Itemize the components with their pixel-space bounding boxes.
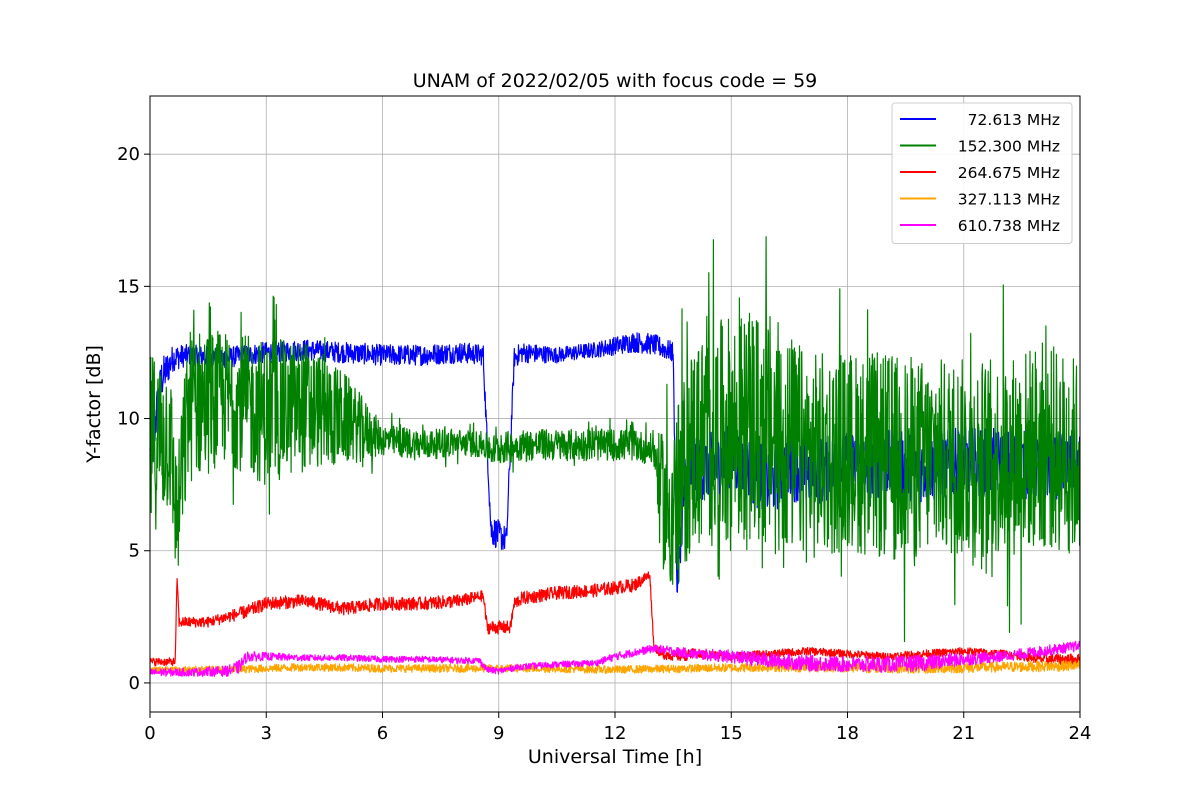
legend-label: 152.300 MHz (958, 138, 1060, 156)
series-line-5 (149, 640, 1081, 677)
x-tick-label: 21 (952, 723, 975, 744)
legend-label: 264.675 MHz (958, 164, 1060, 182)
legend: 72.613 MHz 152.300 MHz 264.675 MHz 327.113 … (891, 102, 1073, 244)
y-tick-label: 5 (129, 541, 140, 562)
x-tick-label: 24 (1069, 723, 1092, 744)
series-line-2 (149, 236, 1081, 643)
x-tick-label: 6 (377, 723, 388, 744)
y-tick-label: 0 (129, 673, 140, 694)
x-tick-label: 9 (493, 723, 504, 744)
series-layer (149, 236, 1081, 677)
x-tick-label: 15 (720, 723, 743, 744)
chart-title: UNAM of 2022/02/05 with focus code = 59 (413, 70, 818, 92)
y-axis-label: Y-factor [dB] (83, 345, 105, 464)
x-axis-label: Universal Time [h] (528, 746, 702, 768)
axis-ticks: 0 3 6 9 12 15 18 21 24 0 5 10 15 20 (117, 144, 1091, 744)
y-tick-label: 20 (117, 144, 140, 165)
series-line-3 (149, 571, 1081, 667)
x-tick-label: 0 (144, 723, 155, 744)
x-tick-label: 12 (604, 723, 627, 744)
legend-label: 327.113 MHz (958, 191, 1060, 209)
y-tick-label: 15 (117, 276, 140, 297)
legend-box (891, 102, 1073, 244)
legend-label: 72.613 MHz (968, 111, 1060, 129)
x-tick-label: 18 (836, 723, 859, 744)
legend-label: 610.738 MHz (958, 217, 1060, 235)
y-tick-label: 10 (117, 409, 140, 430)
series-line-1 (149, 332, 1081, 593)
x-tick-label: 3 (261, 723, 272, 744)
